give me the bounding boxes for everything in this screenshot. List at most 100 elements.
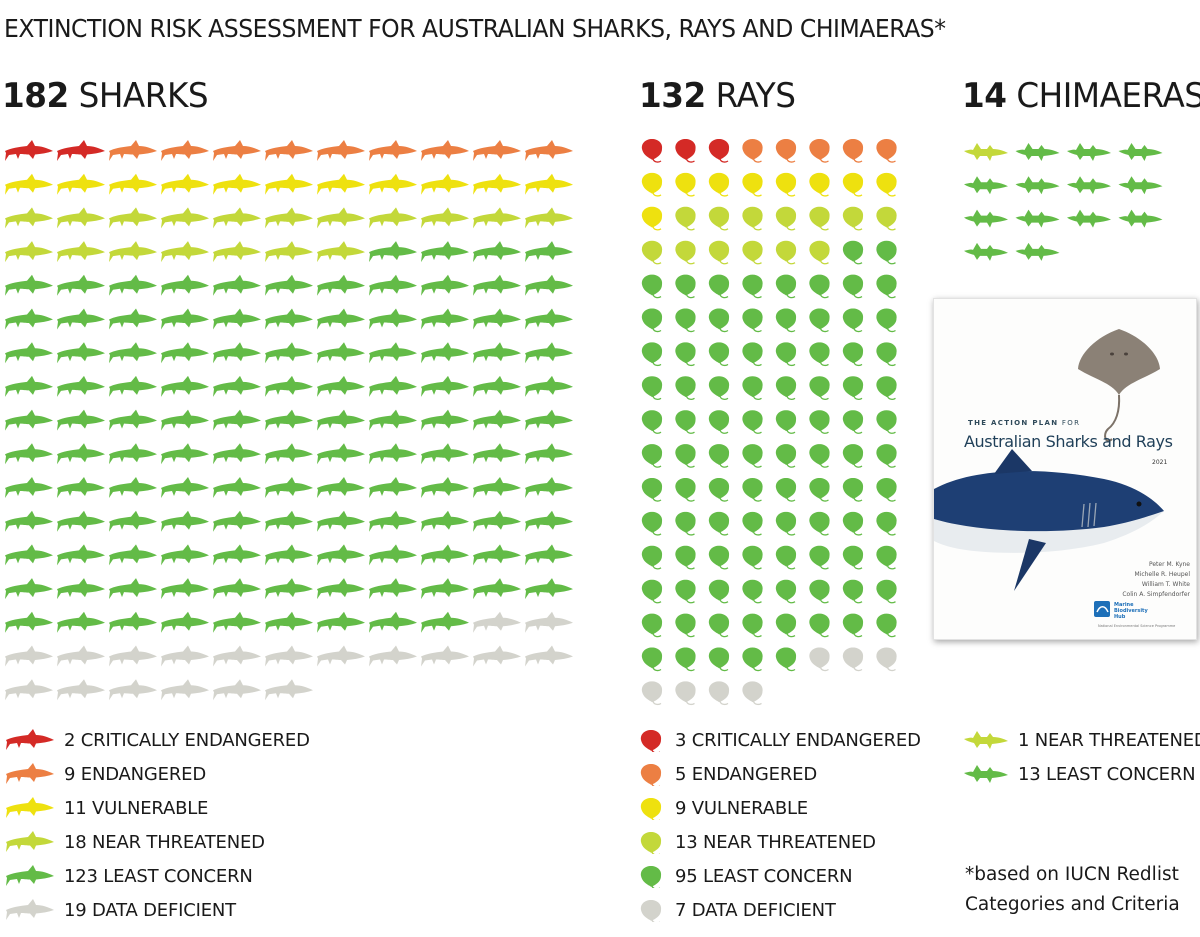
shark-icon-least-concern	[5, 477, 53, 498]
shark-icon-data-deficient	[5, 645, 53, 667]
ray-icon-least-concern	[641, 444, 663, 468]
shark-icon-vulnerable	[213, 173, 261, 195]
shark-icon-data-deficient	[265, 679, 313, 701]
ray-icon-data-deficient	[675, 681, 696, 706]
shark-icon-least-concern	[57, 308, 105, 330]
shark-icon-endangered	[265, 140, 313, 161]
footnote-line-1: *based on IUCN Redlist	[965, 864, 1179, 885]
legend-swatch	[6, 831, 54, 852]
shark-icon-least-concern	[473, 578, 521, 600]
shark-icon-least-concern	[109, 375, 157, 397]
shark-icon-near-threatened	[161, 207, 209, 229]
shark-icon-least-concern	[473, 544, 521, 566]
shark-icon-least-concern	[5, 510, 53, 532]
ray-icon-least-concern	[742, 274, 763, 299]
shark-icon-least-concern	[213, 308, 261, 330]
shark-icon-least-concern	[161, 409, 209, 431]
shark-icon-least-concern	[421, 409, 469, 431]
ray-icon-near-threatened	[809, 206, 830, 231]
legend-label: 13 LEAST CONCERN	[1018, 763, 1196, 785]
shark-icon-critically-endangered	[57, 140, 105, 161]
ray-icon-near-threatened	[675, 240, 696, 265]
shark-icon-least-concern	[161, 443, 209, 465]
legend-swatch	[640, 832, 662, 854]
footnote: *based on IUCN Redlist Categories and Cr…	[965, 860, 1195, 920]
shark-icon-least-concern	[109, 578, 157, 600]
shark-icon-least-concern	[161, 477, 209, 498]
shark-icon-near-threatened	[369, 207, 417, 229]
ray-icon-least-concern	[876, 613, 897, 638]
shark-icon-least-concern	[317, 308, 365, 330]
shark-icon-near-threatened	[5, 207, 53, 229]
legend-item-least-concern: 13 LEAST CONCERN	[962, 757, 1200, 791]
shark-icon-least-concern	[161, 510, 209, 532]
ray-icon-least-concern	[809, 308, 830, 333]
shark-icon-data-deficient	[161, 679, 209, 701]
ray-icon-least-concern	[842, 240, 864, 265]
ray-icon-least-concern	[809, 342, 830, 367]
ray-icon-least-concern	[876, 240, 897, 265]
shark-icon	[4, 763, 56, 785]
ray-icon-least-concern	[708, 342, 730, 367]
ray-icon-near-threatened	[809, 240, 830, 265]
shark-icon-least-concern	[525, 578, 573, 600]
ray-icon-least-concern	[809, 478, 830, 502]
legend-label: 123 LEAST CONCERN	[64, 865, 253, 887]
ray-icon-near-threatened	[742, 206, 763, 231]
shark-icon-least-concern	[213, 477, 261, 498]
ray-icon-least-concern	[775, 511, 797, 536]
shark-icon-data-deficient	[109, 645, 157, 667]
shark-icon-least-concern	[525, 274, 573, 296]
ray-icon-least-concern	[742, 579, 763, 604]
shark-icon-least-concern	[369, 510, 417, 532]
ray-icon-least-concern	[641, 579, 663, 604]
shark-icon-least-concern	[369, 274, 417, 296]
ray-icon-critically-endangered	[641, 139, 663, 163]
book-author: Peter M. Kyne	[1148, 561, 1190, 568]
shark-icon-near-threatened	[213, 207, 261, 229]
ray-icon-least-concern	[708, 308, 730, 333]
ray-icon-least-concern	[708, 478, 730, 502]
ray-icon-least-concern	[675, 613, 696, 638]
shark-icon-data-deficient	[57, 679, 105, 701]
shark-icon-data-deficient	[421, 645, 469, 667]
shark-icon-least-concern	[57, 443, 105, 465]
shark-icon-least-concern	[317, 611, 365, 633]
shark-icon-data-deficient	[265, 645, 313, 667]
shark-icon-endangered	[525, 140, 573, 161]
legend-item-vulnerable: 9 VULNERABLE	[639, 791, 921, 825]
rays-label: RAYS	[715, 76, 796, 116]
ray-icon-least-concern	[742, 444, 763, 468]
chimaera-icon	[962, 729, 1010, 751]
shark-icon-data-deficient	[369, 645, 417, 667]
shark-icon-least-concern	[265, 443, 313, 465]
ray-icon-least-concern	[876, 511, 897, 536]
shark-icon-least-concern	[473, 274, 521, 296]
ray-icon-least-concern	[708, 444, 730, 468]
chimaera-icon-least-concern	[1015, 143, 1060, 161]
ray-icon-near-threatened	[775, 206, 797, 231]
ray-icon-least-concern	[708, 511, 730, 536]
shark-icon-endangered	[317, 140, 365, 161]
shark-icon-near-threatened	[265, 241, 313, 263]
shark-icon-least-concern	[265, 611, 313, 633]
shark-icon-near-threatened	[109, 241, 157, 263]
ray-icon-least-concern	[876, 444, 897, 468]
shark-icon-vulnerable	[57, 173, 105, 195]
sharks-legend: 2 CRITICALLY ENDANGERED 9 ENDANGERED 11 VU…	[4, 723, 310, 927]
shark-icon	[4, 831, 56, 853]
ray-icon-least-concern	[742, 647, 763, 672]
shark-icon-least-concern	[421, 510, 469, 532]
ray-icon-least-concern	[809, 511, 830, 536]
legend-label: 11 VULNERABLE	[64, 797, 209, 819]
chimaera-icon-least-concern	[1118, 209, 1163, 228]
legend-swatch	[640, 730, 662, 752]
ray-icon-least-concern	[708, 579, 730, 604]
shark-icon-least-concern	[213, 274, 261, 296]
ray-icon-least-concern	[809, 579, 830, 604]
legend-item-critically-endangered: 3 CRITICALLY ENDANGERED	[639, 723, 921, 757]
shark-icon-least-concern	[5, 308, 53, 330]
shark-icon-least-concern	[265, 308, 313, 330]
chimaeras-label: CHIMAERAS	[1016, 76, 1200, 116]
